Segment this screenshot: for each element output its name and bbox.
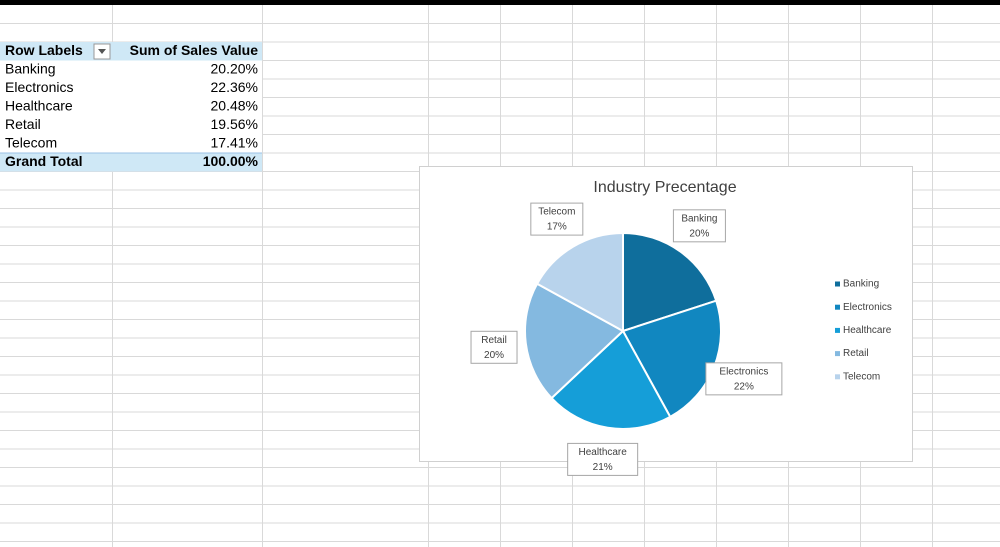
legend-swatch <box>835 351 840 357</box>
row-label: Electronics <box>5 79 73 95</box>
data-label-box <box>470 330 518 364</box>
filter-button[interactable] <box>93 43 111 60</box>
row-value: 22.36% <box>211 79 258 95</box>
data-label-box <box>567 442 639 476</box>
pivot-total-bg <box>0 153 262 172</box>
chart-title: Industry Precentage <box>593 179 736 196</box>
header-cell: Row Labels <box>5 42 83 58</box>
row-value: 17.41% <box>211 134 258 150</box>
data-label-value: 20% <box>484 350 504 361</box>
data-label-value: 17% <box>547 222 567 233</box>
data-label-box <box>705 362 783 396</box>
data-label-name: Banking <box>681 213 717 224</box>
data-label-name: Retail <box>481 335 507 346</box>
legend-label: Electronics <box>843 302 892 313</box>
data-label-value: 21% <box>593 462 613 473</box>
legend-swatch <box>835 374 840 380</box>
legend-label: Healthcare <box>843 325 892 336</box>
row-value: 19.56% <box>211 116 258 132</box>
data-label-name: Telecom <box>538 207 575 218</box>
pie-slice <box>622 231 718 333</box>
row-value: 20.20% <box>211 60 258 76</box>
data-label-box <box>530 202 584 236</box>
pivot-header-bg <box>0 42 262 61</box>
legend-swatch <box>835 281 840 287</box>
row-label: Healthcare <box>5 97 73 113</box>
pie-slice <box>535 231 624 333</box>
total-value: 100.00% <box>203 153 259 169</box>
data-label-name: Electronics <box>719 366 768 377</box>
pie-slice <box>524 282 625 400</box>
legend-label: Telecom <box>843 371 880 382</box>
row-label: Banking <box>5 60 56 76</box>
legend-swatch <box>835 304 840 310</box>
data-label-value: 22% <box>734 381 754 392</box>
header-cell: Sum of Sales Value <box>130 42 259 58</box>
pivot-body-bg <box>0 60 262 153</box>
legend-label: Retail <box>843 348 869 359</box>
top-bar <box>0 0 1000 5</box>
legend-swatch <box>835 327 840 333</box>
legend-label: Banking <box>843 279 879 290</box>
data-label-value: 20% <box>689 228 709 239</box>
pie-slice <box>550 329 672 430</box>
row-label: Telecom <box>5 134 57 150</box>
data-label-name: Healthcare <box>578 447 627 458</box>
data-label-box <box>672 209 726 243</box>
chart[interactable]: Industry Precentage Banking 20% Banking Ele… <box>419 166 913 476</box>
pivot-rows: Banking 20.20% Electronics 22.36% Healthcare… <box>5 60 258 150</box>
total-label: Grand Total <box>5 153 83 169</box>
row-value: 20.48% <box>211 97 258 113</box>
row-label: Retail <box>5 116 41 132</box>
